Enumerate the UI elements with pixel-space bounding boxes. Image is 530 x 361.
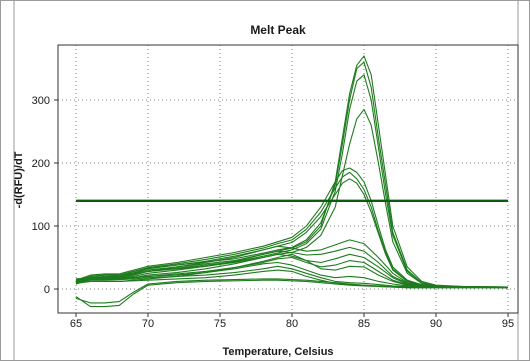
x-tick-labels: 65 70 75 80 85 90 95 [70, 318, 514, 330]
melt-curve-line [75, 256, 508, 288]
melt-curve-line [75, 239, 509, 288]
y-tick-label: 300 [32, 95, 50, 107]
grid-lines [54, 45, 518, 317]
x-tick-label: 75 [214, 318, 226, 330]
melt-curves [75, 55, 509, 308]
x-tick-label: 95 [502, 318, 514, 330]
melt-curve-line [75, 178, 508, 288]
x-tick-label: 80 [286, 318, 298, 330]
y-axis-title: -d(RFU)/dT [13, 151, 25, 208]
y-tick-label: 200 [32, 158, 50, 170]
y-tick-label: 0 [44, 284, 50, 296]
x-tick-label: 90 [430, 318, 442, 330]
melt-curve-line [75, 279, 508, 308]
x-axis-title: Temperature, Celsius [222, 346, 333, 358]
x-tick-label: 70 [142, 318, 154, 330]
melt-curve-line [75, 167, 508, 288]
y-tick-label: 100 [32, 221, 50, 233]
melt-curve-line [75, 261, 508, 288]
chart-title: Melt Peak [250, 23, 306, 37]
x-tick-label: 65 [70, 318, 82, 330]
melt-curve-line [75, 265, 508, 288]
x-tick-label: 85 [358, 318, 370, 330]
melt-curve-line [75, 108, 508, 288]
melt-curve-line [75, 269, 509, 289]
y-tick-labels: 0 100 200 300 [32, 95, 50, 296]
